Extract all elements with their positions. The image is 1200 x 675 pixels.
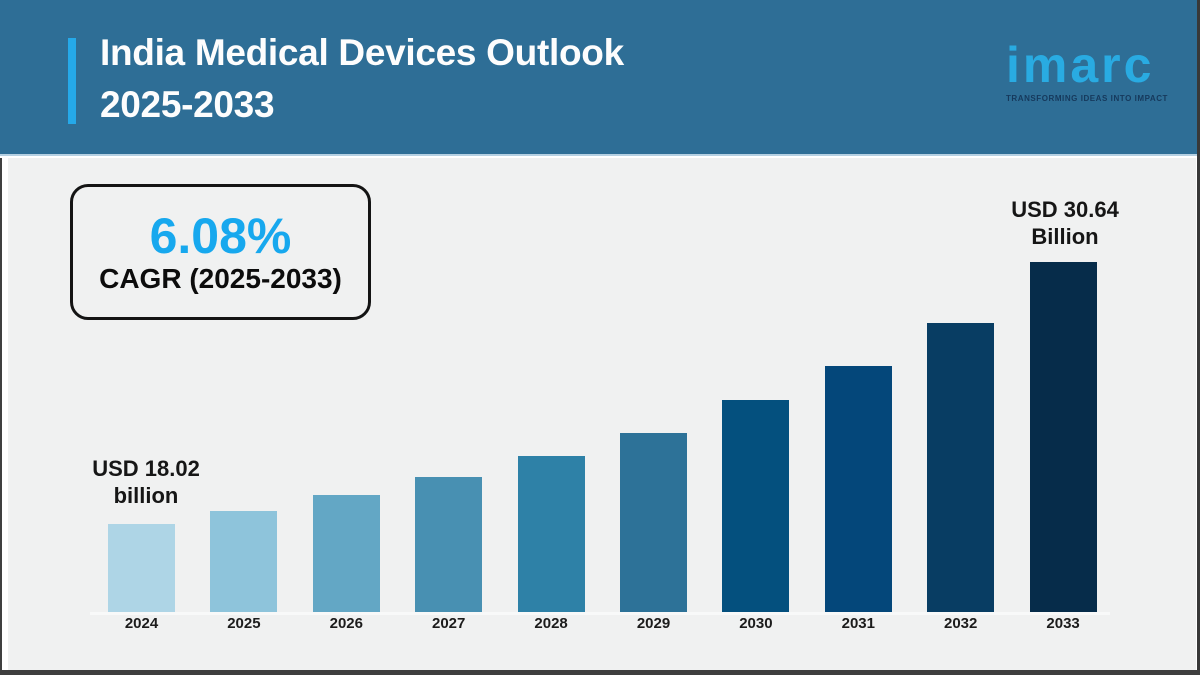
cagr-value: 6.08%	[149, 208, 292, 264]
data-label-2033-line2: Billion	[1031, 224, 1099, 249]
bar-2025	[210, 511, 278, 612]
x-axis-label-2025: 2025	[227, 615, 261, 632]
bar-2032	[927, 323, 995, 612]
data-label-2024-line1: USD 18.02	[92, 456, 200, 481]
page-title: India Medical Devices Outlook 2025-2033	[100, 27, 624, 131]
x-axis-label-2031: 2031	[841, 615, 875, 632]
bar-2033	[1029, 262, 1097, 612]
title-accent-bar	[68, 38, 76, 124]
frame-right-edge	[1197, 0, 1200, 675]
header-banner: India Medical Devices Outlook 2025-2033 …	[0, 0, 1200, 156]
chart-baseline	[90, 612, 1110, 615]
bar-2028	[517, 456, 585, 612]
data-label-2033: USD 30.64 Billion	[980, 196, 1150, 250]
data-label-2033-line1: USD 30.64	[1011, 197, 1119, 222]
page-title-line2: 2025-2033	[100, 84, 275, 125]
data-label-2024: USD 18.02 billion	[61, 455, 231, 509]
bar-2024	[108, 524, 175, 612]
imarc-logo-tagline: TRANSFORMING IDEAS INTO IMPACT	[1006, 94, 1168, 103]
chart-panel-background	[8, 158, 1196, 670]
x-axis-label-2027: 2027	[432, 615, 466, 632]
x-axis-label-2028: 2028	[534, 615, 568, 632]
cagr-callout-box: 6.08% CAGR (2025-2033)	[70, 184, 371, 320]
x-axis-label-2033: 2033	[1046, 615, 1080, 632]
imarc-logo-wordmark: imarc	[1006, 37, 1155, 93]
frame-bottom-edge	[0, 670, 1200, 675]
imarc-logo: imarc TRANSFORMING IDEAS INTO IMPACT	[1006, 36, 1168, 103]
x-axis-label-2029: 2029	[636, 615, 671, 632]
bar-2031	[824, 366, 892, 612]
frame-left-edge	[0, 158, 2, 675]
cagr-label: CAGR (2025-2033)	[99, 263, 342, 294]
x-axis-label-2030: 2030	[739, 615, 773, 632]
bar-2029	[620, 433, 687, 612]
x-axis-label-2024: 2024	[124, 615, 159, 632]
page-title-line1: India Medical Devices Outlook	[100, 32, 624, 73]
bar-2030	[722, 400, 790, 612]
data-label-2024-line2: billion	[113, 483, 179, 508]
x-axis-label-2026: 2026	[329, 615, 363, 632]
bar-2026	[312, 495, 380, 612]
bar-2027	[415, 477, 483, 612]
x-axis-label-2032: 2032	[944, 615, 978, 632]
